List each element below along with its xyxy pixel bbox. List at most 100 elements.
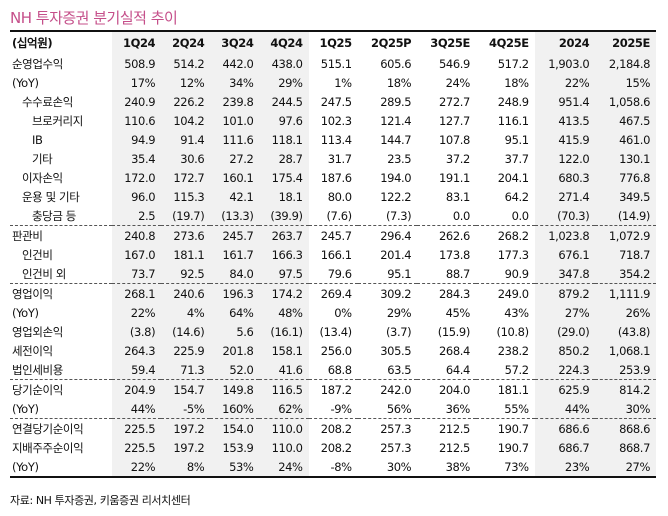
table-cell: 879.2 [534, 283, 596, 303]
column-header: 3Q25E [417, 30, 476, 54]
table-cell: 27% [595, 457, 656, 478]
table-cell: 57.2 [475, 360, 535, 380]
table-cell: 2,184.8 [595, 54, 656, 73]
table-cell: 225.5 [112, 438, 162, 457]
table-cell: 63.5 [357, 360, 418, 380]
table-cell: (29.0) [534, 322, 596, 341]
table-cell: 122.0 [534, 149, 596, 168]
table-cell: 71.3 [161, 360, 211, 380]
table-cell: 249.0 [497, 286, 529, 301]
table-cell: 23% [534, 457, 596, 478]
table-cell: 160.1 [210, 168, 260, 187]
table-cell: 97.5 [259, 264, 309, 284]
table-cell: 62% [259, 399, 309, 419]
table-cell: 110.6 [112, 111, 162, 130]
table-cell: 296.4 [380, 228, 412, 243]
table-cell: (7.3) [357, 206, 418, 226]
table-cell: 415.9 [534, 130, 596, 149]
table-cell: 309.2 [380, 286, 412, 301]
table-cell: 1% [334, 75, 352, 90]
row-label: 인건비 외 [10, 264, 113, 284]
table-cell: 686.7 [534, 438, 596, 457]
table-cell: 1,058.6 [595, 92, 656, 111]
column-header: 4Q24 [259, 30, 309, 54]
table-cell: 44% [112, 399, 162, 419]
table-row: 이자손익 172.0 172.7 160.1 175.4 187.6 194.0 191.1 2… [10, 168, 656, 187]
table-cell: 110.0 [259, 418, 309, 438]
table-cell: 12% [161, 73, 211, 92]
row-label: 운용 및 기타 [22, 189, 80, 204]
table-cell: 113.4 [320, 132, 352, 147]
table-cell: 225.9 [161, 341, 211, 360]
table-cell: 273.6 [161, 225, 211, 245]
table-cell: (16.1) [259, 322, 309, 341]
table-row: 영업외손익 (3.8) (14.6) 5.6 (16.1) (13.4) (3.7) (15.… [10, 322, 656, 341]
table-cell: 514.2 [161, 54, 211, 73]
table-cell: 187.2 [320, 382, 352, 397]
table-cell: (15.9) [437, 324, 471, 339]
table-cell: 44% [534, 399, 596, 419]
table-cell: 122.2 [380, 189, 412, 204]
row-label: (YoY) [10, 399, 113, 419]
table-cell: 1,072.9 [595, 225, 656, 245]
table-cell: 204.0 [439, 382, 470, 397]
table-row: 수수료손익 240.9 226.2 239.8 244.5 247.5 289.5 272.7… [10, 92, 656, 111]
table-cell: 8% [161, 457, 211, 478]
table-cell: 59.4 [112, 360, 162, 380]
table-cell: 173.8 [439, 247, 470, 262]
table-cell: 239.8 [210, 92, 260, 111]
table-cell: 161.7 [210, 245, 260, 264]
table-cell: 41.6 [259, 360, 309, 380]
table-cell: 0% [334, 305, 352, 320]
table-cell: 175.4 [259, 168, 309, 187]
row-label: 순영업수익 [12, 56, 63, 71]
table-cell: 181.1 [497, 382, 529, 397]
table-cell: 718.7 [595, 245, 656, 264]
table-cell: 22% [534, 73, 596, 92]
table-cell: 43% [504, 305, 529, 320]
table-cell: 181.1 [161, 245, 211, 264]
table-cell: 776.8 [595, 168, 656, 187]
table-cell: 160% [210, 399, 260, 419]
table-cell: 284.3 [439, 286, 470, 301]
table-cell: 94.9 [112, 130, 162, 149]
table-cell: 605.6 [380, 56, 412, 71]
table-cell: 212.5 [439, 440, 470, 455]
table-cell: 29% [386, 305, 412, 320]
column-header: 2Q24 [161, 30, 211, 54]
table-row: 연결당기순이익 225.5 197.2 154.0 110.0 208.2 257.3 212… [10, 418, 656, 438]
table-cell: 517.2 [497, 56, 529, 71]
row-label: (YoY) [12, 75, 39, 90]
table-cell: 83.1 [445, 189, 470, 204]
table-cell: 438.0 [259, 54, 309, 73]
table-cell: -5% [161, 399, 211, 419]
table-cell: 18% [504, 75, 529, 90]
table-cell: 56% [357, 399, 418, 419]
table-cell: 257.3 [380, 440, 412, 455]
table-cell: 226.2 [161, 92, 211, 111]
table-cell: 154.7 [161, 379, 211, 399]
table-cell: 269.4 [320, 286, 352, 301]
table-cell: 264.3 [112, 341, 162, 360]
table-cell: 27.2 [210, 149, 260, 168]
table-cell: 53% [210, 457, 260, 478]
table-cell: 97.6 [259, 111, 309, 130]
table-cell: (70.3) [534, 206, 596, 226]
table-cell: 263.7 [259, 225, 309, 245]
table-cell: 515.1 [320, 56, 352, 71]
unit-header: (십억원) [10, 30, 113, 54]
table-cell: 73% [475, 457, 535, 478]
table-cell: 37.2 [445, 151, 470, 166]
table-cell: 104.2 [161, 111, 211, 130]
table-cell: 116.1 [497, 113, 529, 128]
table-cell: 177.3 [497, 247, 529, 262]
table-cell: 110.0 [259, 438, 309, 457]
table-cell: 245.7 [320, 228, 352, 243]
table-cell: 37.7 [504, 151, 529, 166]
row-label: 당기순이익 [12, 382, 63, 397]
row-label: 세전이익 [12, 343, 53, 358]
table-cell: 23.5 [387, 151, 412, 166]
table-cell: 22% [112, 457, 162, 478]
table-cell: 158.1 [259, 341, 309, 360]
table-cell: 268.4 [439, 343, 470, 358]
